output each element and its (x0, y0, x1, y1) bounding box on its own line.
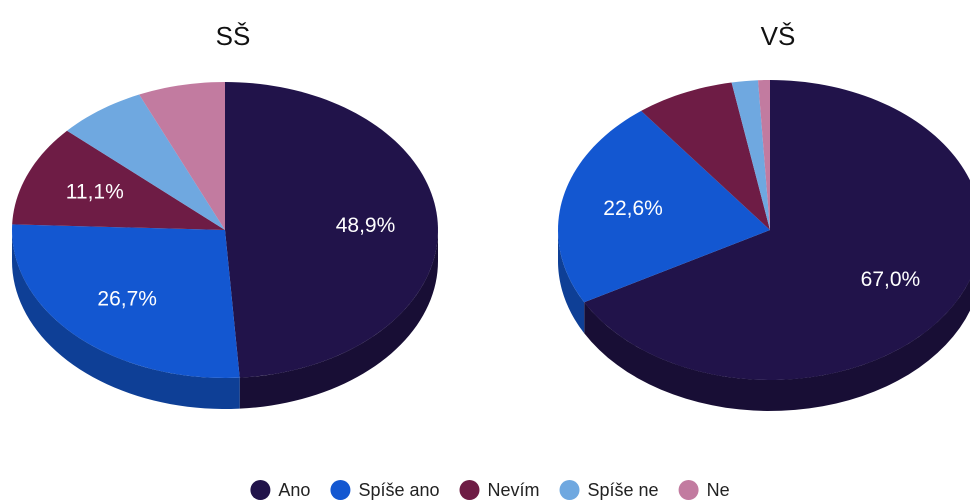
legend-swatch (678, 480, 699, 500)
slice-top (225, 82, 438, 378)
chart-title: SŠ (216, 21, 251, 51)
legend-swatch (330, 480, 351, 500)
legend-label: Ano (278, 480, 310, 500)
slice-top (139, 82, 225, 230)
slice-top (731, 80, 770, 230)
slice-top (758, 80, 770, 230)
slice (558, 110, 770, 334)
chart-title: VŠ (761, 21, 796, 51)
legend-swatch (250, 480, 271, 500)
value-label: 26,7% (97, 288, 157, 311)
slice (139, 82, 225, 230)
slice-top (641, 82, 770, 231)
slice-side (12, 230, 240, 409)
slice-top (12, 224, 240, 378)
legend-swatch (459, 480, 480, 500)
legend-label: Spíše ne (588, 480, 659, 500)
slice-side (558, 230, 585, 334)
slice (225, 82, 438, 409)
slice-side (584, 279, 970, 411)
legend-item: Nevím (459, 480, 540, 500)
legend-item: Ano (250, 480, 310, 500)
legend-swatch (559, 480, 580, 500)
legend-label: Nevím (488, 480, 540, 500)
legend-item: Ne (678, 480, 730, 500)
value-label: 22,6% (603, 197, 663, 220)
slice (758, 80, 770, 230)
legend-label: Ne (707, 480, 730, 500)
slice (641, 82, 770, 231)
slice-top (67, 94, 225, 230)
legend-item: Spíše ne (559, 480, 659, 500)
value-label: 48,9% (336, 214, 396, 237)
slice (12, 130, 226, 230)
slice (731, 80, 770, 230)
value-label: 11,1% (66, 181, 124, 204)
slice-top (12, 130, 226, 230)
value-label: 67,0% (861, 268, 921, 291)
slice-top (584, 80, 970, 380)
slice (12, 224, 240, 409)
slice-side (239, 230, 438, 409)
slice (67, 94, 225, 230)
slice-top (558, 110, 770, 303)
slice (584, 80, 970, 411)
legend-item: Spíše ano (330, 480, 440, 500)
legend-label: Spíše ano (358, 480, 439, 500)
